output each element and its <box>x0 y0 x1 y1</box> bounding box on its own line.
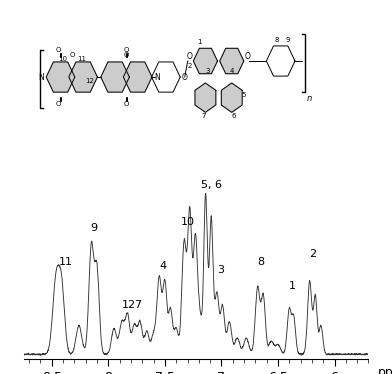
Text: O: O <box>69 52 74 58</box>
Text: O: O <box>124 47 129 53</box>
Text: 8: 8 <box>275 37 279 43</box>
Text: ppm: ppm <box>377 366 392 374</box>
Text: 9: 9 <box>286 37 290 43</box>
Text: 5, 6: 5, 6 <box>201 180 222 190</box>
Text: 6: 6 <box>231 113 236 119</box>
Polygon shape <box>221 83 242 112</box>
Text: O: O <box>182 73 188 82</box>
Text: O: O <box>124 52 129 58</box>
Text: 5: 5 <box>242 92 246 98</box>
Text: 11: 11 <box>58 257 73 267</box>
Text: N: N <box>154 73 160 82</box>
Text: 4: 4 <box>159 261 166 272</box>
Text: O: O <box>124 101 129 107</box>
Text: 3: 3 <box>205 68 210 74</box>
Polygon shape <box>195 83 216 112</box>
Text: n: n <box>307 95 312 104</box>
Text: O: O <box>56 47 61 53</box>
Polygon shape <box>193 48 218 74</box>
Text: O: O <box>186 52 192 61</box>
Text: 10: 10 <box>181 217 194 227</box>
Polygon shape <box>69 62 97 92</box>
Polygon shape <box>101 62 129 92</box>
Text: 7: 7 <box>134 300 141 310</box>
Text: 2: 2 <box>310 249 317 259</box>
Text: N: N <box>38 73 44 82</box>
Polygon shape <box>220 48 244 74</box>
Text: 11: 11 <box>77 56 86 62</box>
Text: 1: 1 <box>198 39 202 45</box>
Text: O: O <box>56 101 61 107</box>
Text: 10: 10 <box>58 56 67 62</box>
Text: 9: 9 <box>90 223 97 233</box>
Text: 8: 8 <box>258 257 265 267</box>
Polygon shape <box>123 62 152 92</box>
Text: 4: 4 <box>230 68 234 74</box>
Text: 7: 7 <box>201 113 206 119</box>
Text: O: O <box>245 52 251 61</box>
Text: 1: 1 <box>289 280 296 291</box>
Text: 12: 12 <box>85 78 94 84</box>
Text: 12: 12 <box>122 300 136 310</box>
Text: 3: 3 <box>217 265 224 275</box>
Text: 2: 2 <box>187 62 191 68</box>
Polygon shape <box>46 62 75 92</box>
